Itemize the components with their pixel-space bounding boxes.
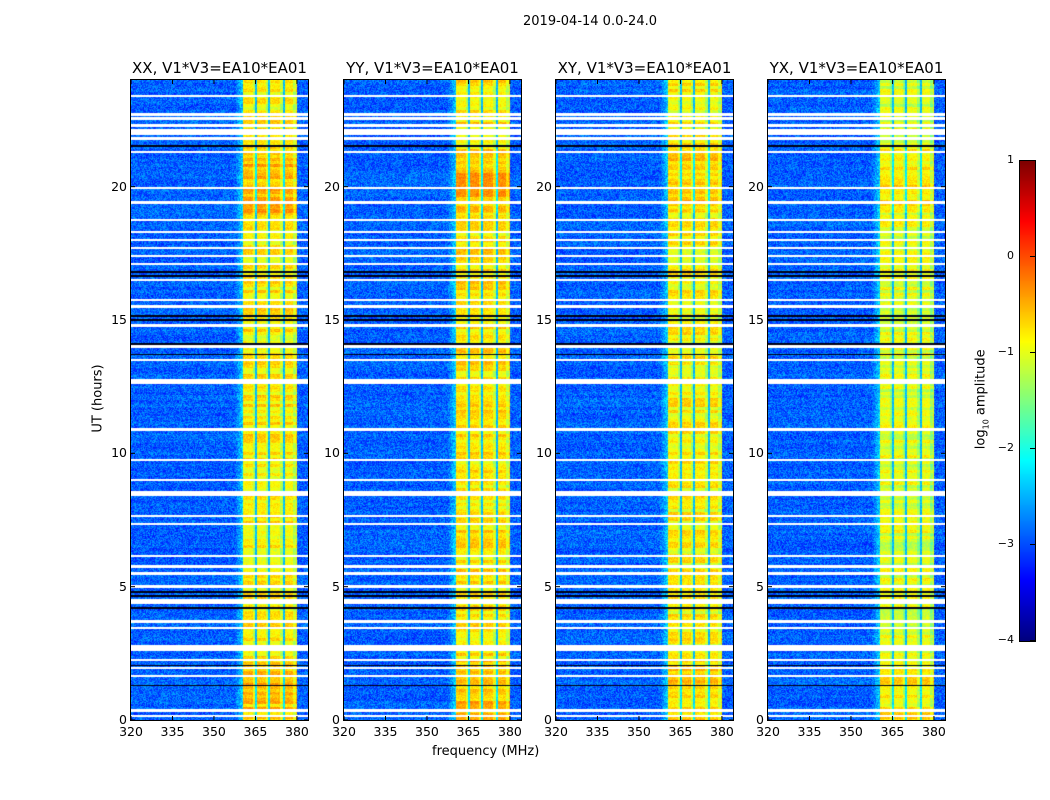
y-tick-label: 10 bbox=[324, 445, 340, 461]
x-tick-label: 320 bbox=[119, 724, 143, 739]
x-tick-label: 380 bbox=[498, 724, 522, 739]
colorbar-tick-mark bbox=[1030, 256, 1035, 257]
colorbar-tick-mark bbox=[1030, 352, 1035, 353]
x-tick-label: 350 bbox=[627, 724, 651, 739]
colorbar-tick-mark bbox=[1030, 160, 1035, 161]
colorbar-tick-mark bbox=[1030, 544, 1035, 545]
y-tick-label: 10 bbox=[536, 445, 552, 461]
colorbar-tick-label: 1 bbox=[1007, 153, 1014, 166]
x-tick-label: 365 bbox=[880, 724, 905, 739]
x-tick-label: 350 bbox=[839, 724, 863, 739]
x-tick-label: 380 bbox=[922, 724, 946, 739]
y-axis-label: UT (hours) bbox=[90, 364, 106, 433]
colorbar-tick-label: −3 bbox=[997, 537, 1014, 550]
y-tick-label: 20 bbox=[748, 178, 764, 194]
heatmap-image bbox=[556, 80, 733, 720]
figure-title: 2019-04-14 0.0-24.0 bbox=[523, 14, 657, 29]
x-tick-label: 380 bbox=[285, 724, 309, 739]
x-tick-label: 320 bbox=[544, 724, 568, 739]
panel-title: XY, V1*V3=EA10*EA01 bbox=[557, 59, 732, 77]
x-tick-label: 350 bbox=[415, 724, 439, 739]
heatmap-image bbox=[768, 80, 945, 720]
panel-title: YX, V1*V3=EA10*EA01 bbox=[769, 59, 944, 77]
y-tick-label: 5 bbox=[119, 578, 127, 594]
panel-title: YY, V1*V3=EA10*EA01 bbox=[346, 59, 519, 77]
y-tick-label: 5 bbox=[756, 578, 764, 594]
heatmap-panel-1 bbox=[130, 79, 309, 721]
heatmap-panel-3 bbox=[555, 79, 734, 721]
x-tick-label: 335 bbox=[797, 724, 822, 739]
colorbar-tick-label: −4 bbox=[997, 633, 1014, 646]
y-tick-label: 0 bbox=[119, 712, 127, 727]
y-tick-label: 10 bbox=[748, 445, 764, 461]
x-tick-label: 335 bbox=[585, 724, 610, 739]
colorbar-tick-mark bbox=[1030, 640, 1035, 641]
colorbar bbox=[1019, 160, 1036, 642]
panel-title: XX, V1*V3=EA10*EA01 bbox=[132, 59, 307, 77]
x-tick-label: 365 bbox=[243, 724, 268, 739]
x-axis-label: frequency (MHz) bbox=[432, 744, 540, 759]
colorbar-label: log10 amplitude bbox=[973, 349, 991, 450]
y-tick-label: 5 bbox=[544, 578, 552, 594]
y-tick-label: 20 bbox=[324, 178, 340, 194]
y-tick-label: 0 bbox=[544, 712, 552, 727]
y-tick-label: 10 bbox=[111, 445, 127, 461]
colorbar-tick-mark bbox=[1030, 448, 1035, 449]
x-tick-label: 335 bbox=[373, 724, 398, 739]
y-tick-label: 15 bbox=[111, 312, 127, 327]
x-tick-label: 365 bbox=[668, 724, 693, 739]
y-tick-label: 5 bbox=[332, 578, 340, 594]
x-tick-label: 335 bbox=[160, 724, 185, 739]
x-tick-label: 350 bbox=[202, 724, 226, 739]
x-tick-label: 380 bbox=[710, 724, 734, 739]
x-tick-label: 320 bbox=[756, 724, 780, 739]
y-tick-label: 15 bbox=[324, 312, 340, 327]
y-tick-label: 0 bbox=[756, 712, 764, 727]
colorbar-tick-label: 0 bbox=[1007, 249, 1014, 262]
heatmap-panel-4 bbox=[767, 79, 946, 721]
heatmap-panel-2 bbox=[343, 79, 522, 721]
y-tick-label: 20 bbox=[111, 178, 127, 194]
y-tick-label: 0 bbox=[332, 712, 340, 727]
y-tick-label: 15 bbox=[748, 312, 764, 327]
x-tick-label: 365 bbox=[456, 724, 481, 739]
x-tick-label: 320 bbox=[332, 724, 356, 739]
colorbar-tick-label: −2 bbox=[997, 441, 1014, 454]
y-tick-label: 20 bbox=[536, 178, 552, 194]
heatmap-image bbox=[344, 80, 521, 720]
heatmap-image bbox=[131, 80, 308, 720]
colorbar-tick-label: −1 bbox=[997, 345, 1014, 358]
colorbar-gradient bbox=[1020, 161, 1035, 641]
y-tick-label: 15 bbox=[536, 312, 552, 327]
